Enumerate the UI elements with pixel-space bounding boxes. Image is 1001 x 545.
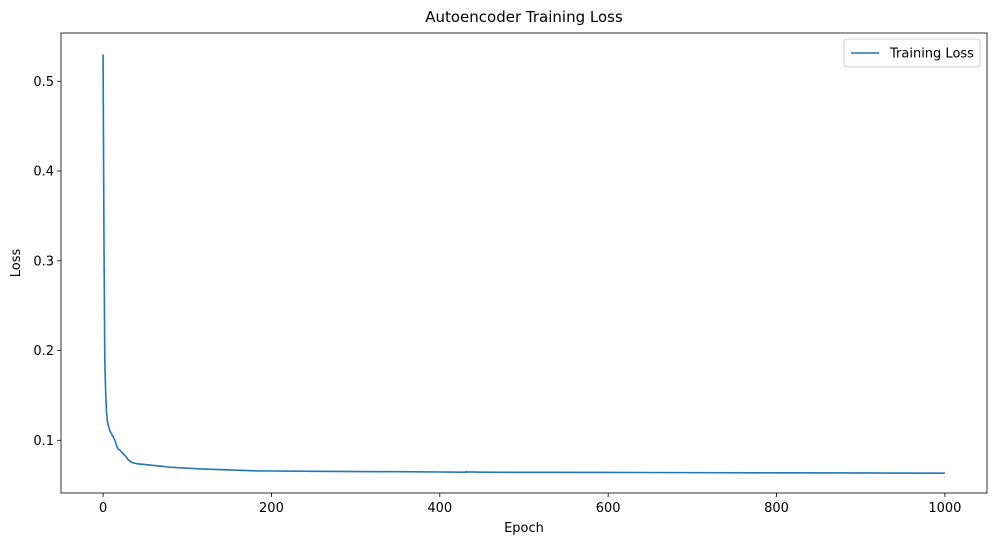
y-tick-label: 0.5: [33, 75, 54, 90]
x-tick-label: 600: [596, 501, 621, 516]
x-tick-label: 400: [427, 501, 452, 516]
y-axis-label: Loss: [9, 249, 24, 278]
legend-box: [843, 38, 981, 68]
chart-title: Autoencoder Training Loss: [425, 8, 623, 26]
y-tick-label: 0.2: [33, 344, 54, 359]
series-line-training-loss: [102, 54, 945, 474]
legend: Training Loss: [843, 38, 981, 68]
x-axis-label: Epoch: [504, 521, 544, 536]
x-tick-label: 1000: [928, 501, 961, 516]
legend-label-training-loss: Training Loss: [889, 47, 974, 62]
x-tick-label: 0: [99, 501, 107, 516]
y-axis: 0.1 0.2 0.3 0.4 0.5: [33, 75, 61, 449]
y-tick-label: 0.3: [33, 254, 54, 269]
plot-frame: [60, 32, 988, 494]
y-tick-label: 0.4: [33, 165, 54, 180]
x-tick-label: 800: [764, 501, 789, 516]
x-tick-label: 200: [259, 501, 284, 516]
y-tick-label: 0.1: [33, 434, 54, 449]
x-axis: 0 200 400 600 800 1000: [99, 493, 961, 516]
